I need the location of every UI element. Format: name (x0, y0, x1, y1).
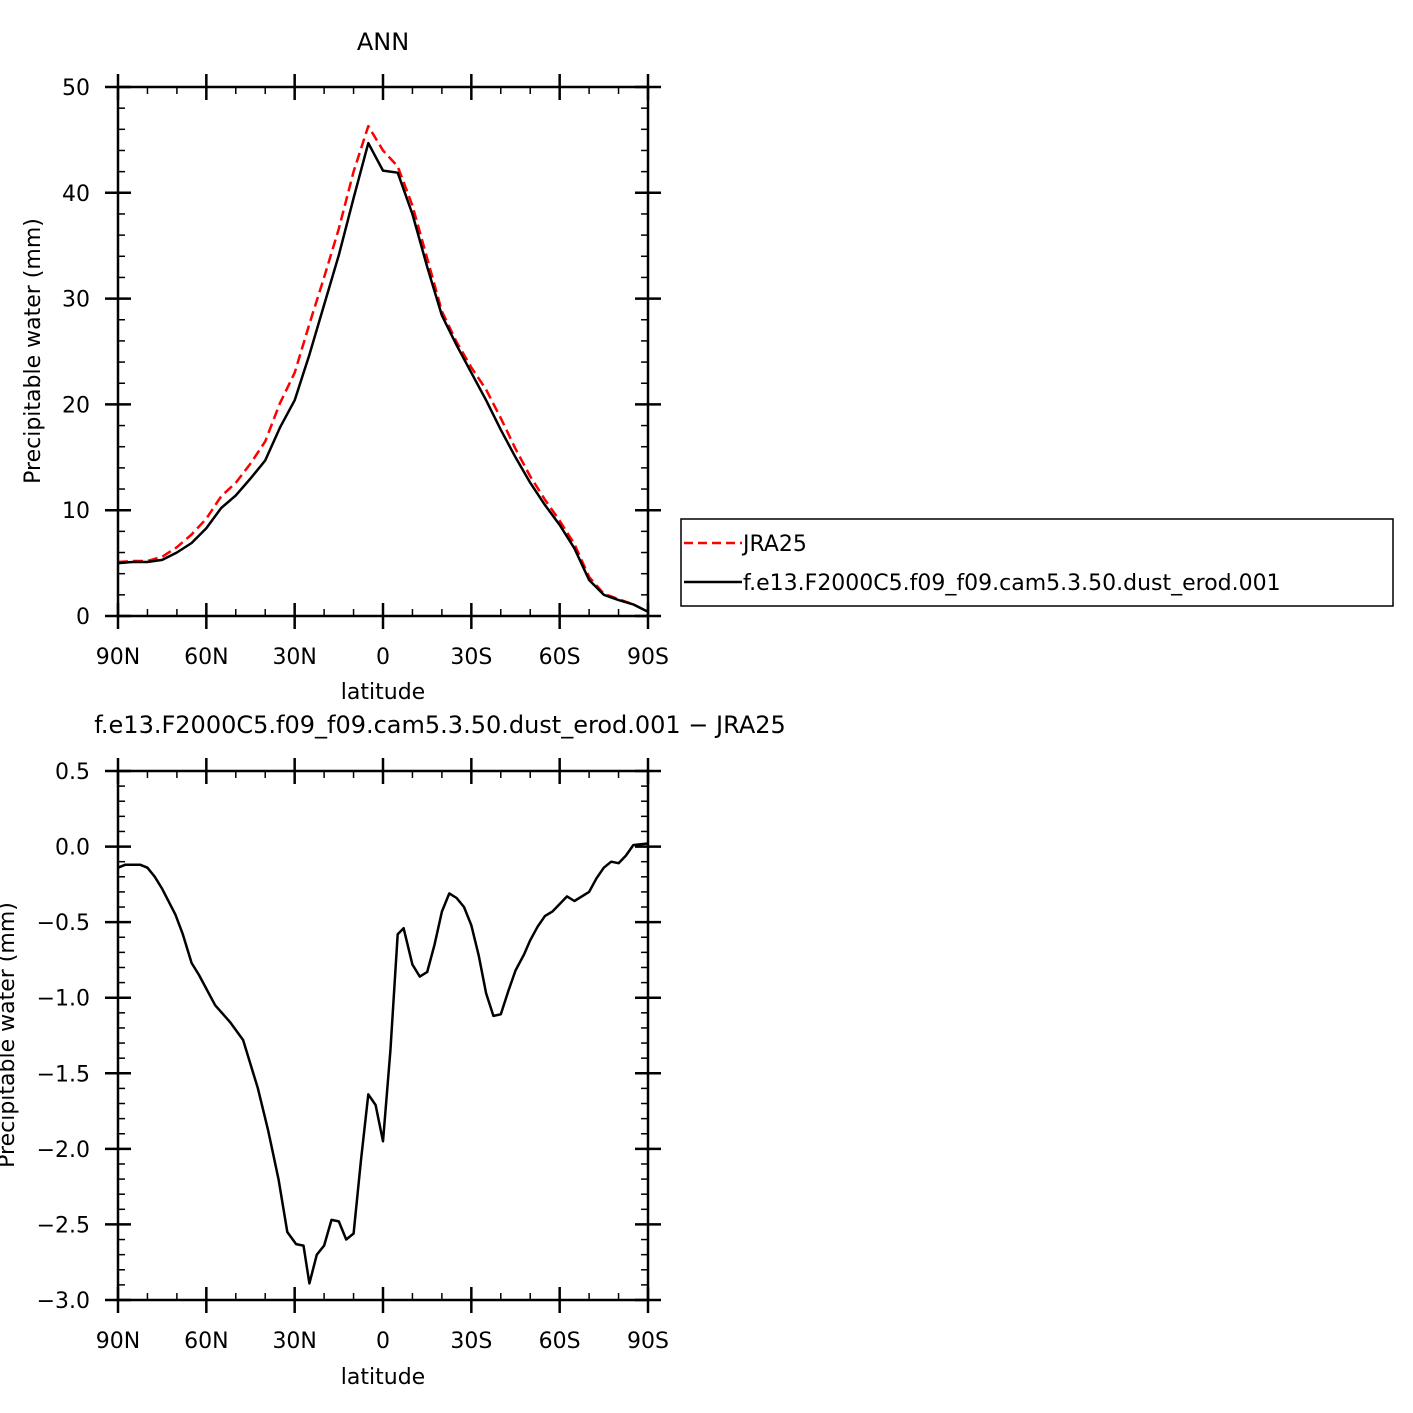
y-tick-label: −1.0 (37, 987, 90, 1012)
x-tick-label: 0 (376, 645, 390, 670)
top-x-axis-label: latitude (341, 680, 425, 705)
x-tick-label: 90N (96, 645, 140, 670)
legend-label-jra25: JRA25 (741, 532, 807, 557)
series-line-model (117, 141, 649, 613)
y-tick-label: 50 (62, 76, 90, 101)
top-chart-title: ANN (357, 28, 409, 56)
x-tick-label: 90N (96, 1329, 140, 1354)
y-tick-label: 40 (62, 182, 90, 207)
series-line-jra25 (117, 124, 649, 613)
y-tick-label: 0 (76, 605, 90, 630)
plot-mean: 90N 60N 30N 0 30S 60S 90S 0 10 20 30 40 50 (62, 74, 669, 670)
bottom-y-axis-label: Precipitable water (mm) (0, 902, 20, 1168)
y-tick-label: 0.5 (55, 760, 90, 785)
legend-label-model: f.e13.F2000C5.f09_f09.cam5.3.50.dust_ero… (743, 571, 1281, 596)
y-tick-label: −0.5 (37, 911, 90, 936)
x-tick-label: 30N (272, 645, 316, 670)
legend-box (680, 518, 1394, 607)
y-tick-label: −3.0 (37, 1289, 90, 1314)
bottom-x-axis-label: latitude (341, 1365, 425, 1390)
y-tick-label: −2.5 (37, 1213, 90, 1238)
y-tick-label: −1.5 (37, 1062, 90, 1087)
plot-frame (116, 85, 650, 618)
top-y-axis-label: Precipitable water (mm) (21, 218, 46, 484)
y-tick-label: −2.0 (37, 1138, 90, 1163)
x-tick-label: 0 (376, 1329, 390, 1354)
x-tick-label: 60N (184, 645, 228, 670)
legend: JRA25 f.e13.F2000C5.f09_f09.cam5.3.50.du… (680, 518, 1394, 607)
y-tick-label: 20 (62, 393, 90, 418)
y-tick-label: 0.0 (55, 836, 90, 861)
bottom-chart-title: f.e13.F2000C5.f09_f09.cam5.3.50.dust_ero… (94, 711, 786, 739)
x-tick-label: 90S (627, 645, 669, 670)
x-tick-label: 60N (184, 1329, 228, 1354)
series-line-difference (117, 842, 649, 1285)
x-tick-label: 30S (450, 645, 492, 670)
x-tick-label: 60S (539, 645, 581, 670)
x-tick-label: 30S (450, 1329, 492, 1354)
x-tick-label: 60S (539, 1329, 581, 1354)
x-tick-label: 30N (272, 1329, 316, 1354)
plot-difference: 90N 60N 30N 0 30S 60S 90S 0.5 0.0 −0.5 −1.0 −1.5 −2.… (37, 758, 669, 1354)
x-tick-label: 90S (627, 1329, 669, 1354)
y-tick-label: 10 (62, 499, 90, 524)
y-tick-label: 30 (62, 288, 90, 313)
plot-frame (116, 769, 650, 1302)
